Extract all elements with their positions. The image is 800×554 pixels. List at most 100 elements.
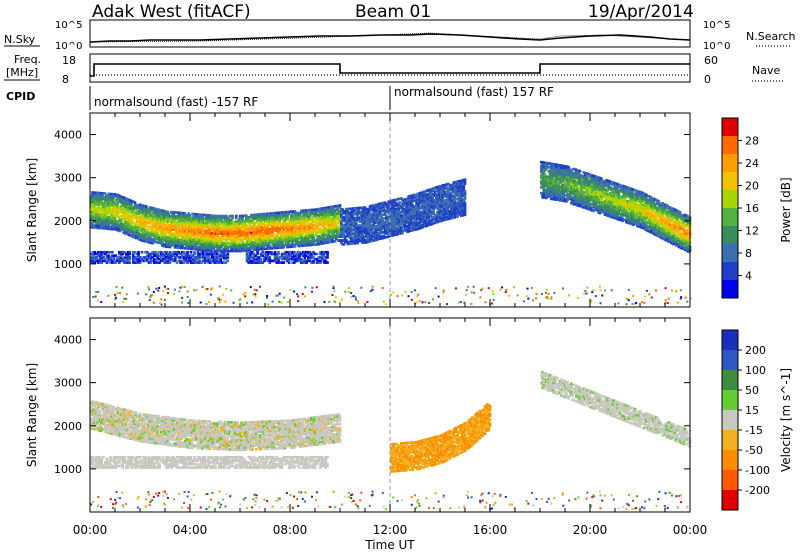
power-cell — [312, 239, 316, 243]
power-cell — [255, 221, 258, 224]
power-cell — [116, 220, 119, 224]
power-cell — [161, 240, 164, 244]
cpid-segment-1: normalsound (fast) -157 RF — [94, 95, 258, 109]
power-cell — [582, 171, 586, 174]
power-cell — [271, 225, 274, 229]
power-cell — [150, 239, 153, 243]
power-cell — [96, 218, 99, 222]
power-cell — [277, 215, 281, 218]
power-cell — [370, 224, 373, 227]
power-cell — [345, 227, 348, 230]
power-cell — [211, 220, 214, 223]
power-cell — [307, 238, 311, 241]
power-cell — [276, 223, 279, 226]
power-cell — [277, 232, 281, 236]
power-cell — [317, 229, 321, 232]
power-cell — [247, 247, 251, 250]
power-cell — [163, 215, 167, 219]
power-cell — [313, 220, 317, 223]
power-cell — [387, 235, 391, 238]
power-cell — [330, 217, 333, 220]
power-cell — [243, 220, 247, 223]
power-cell — [340, 214, 343, 217]
power-cell — [381, 227, 384, 230]
power-cell — [262, 234, 266, 237]
power-cell — [332, 228, 336, 232]
power-cell — [151, 228, 154, 231]
power-cell — [235, 243, 238, 247]
power-cell — [260, 224, 263, 228]
power-cell — [237, 241, 241, 245]
power-cell — [350, 240, 353, 243]
power-cell — [292, 237, 296, 240]
power-cell — [201, 215, 204, 219]
power-cell — [312, 243, 316, 247]
power-cell — [213, 249, 217, 253]
power-cell — [137, 212, 141, 216]
power-cell — [346, 207, 349, 211]
power-cell — [195, 213, 198, 216]
power-cell — [335, 224, 338, 227]
power-cell — [138, 217, 142, 220]
power-cell — [267, 212, 271, 215]
power-cell — [241, 237, 244, 241]
power-cell — [281, 238, 284, 241]
power-cell — [291, 227, 294, 231]
power-cell — [296, 213, 299, 217]
power-cell — [290, 220, 293, 223]
power-cell — [232, 241, 236, 245]
power-cell — [392, 228, 396, 231]
power-cell — [223, 234, 227, 237]
power-cell — [158, 228, 162, 231]
nsearch-label: N.Search — [746, 30, 796, 43]
power-cell — [221, 222, 224, 226]
power-cell — [575, 168, 578, 172]
power-cell — [387, 233, 391, 236]
power-cell — [315, 208, 318, 211]
power-cell — [215, 220, 218, 224]
power-cell — [150, 212, 153, 215]
power-cell — [375, 232, 378, 236]
power-cell — [335, 204, 338, 208]
power-cell — [252, 246, 256, 250]
power-cell — [386, 227, 389, 231]
power-cell — [362, 239, 366, 242]
power-cell — [268, 237, 272, 241]
power-cell — [232, 226, 236, 229]
power-cell — [160, 224, 163, 228]
power-cell — [120, 228, 123, 231]
power-cell — [251, 213, 254, 217]
power-cell — [120, 206, 123, 210]
power-cell — [277, 230, 281, 234]
power-cell — [156, 217, 159, 221]
power-cell — [240, 245, 243, 249]
power-cell — [283, 218, 287, 222]
power-cell — [118, 229, 122, 233]
power-cell — [216, 234, 219, 237]
power-cell — [123, 216, 127, 219]
power-cell — [311, 218, 314, 221]
power-cell — [356, 241, 359, 245]
power-cell — [351, 218, 354, 222]
power-cell — [332, 207, 336, 210]
nsky-panel: N.Sky 10^5 10^0 10^5 10^0 N.Search — [4, 19, 796, 52]
power-cell — [563, 194, 567, 197]
power-cell — [112, 224, 116, 227]
power-cell — [337, 217, 341, 221]
power-cell — [155, 229, 158, 232]
power-cell — [200, 219, 203, 222]
power-cell — [333, 216, 337, 220]
power-cell — [100, 207, 103, 211]
power-cell — [106, 196, 109, 199]
power-cell — [125, 199, 128, 203]
power-cell — [370, 206, 373, 210]
power-cell — [420, 206, 423, 210]
power-cell — [433, 221, 437, 225]
power-cell — [358, 227, 362, 231]
power-cell — [366, 217, 369, 221]
power-cell — [116, 201, 119, 205]
power-cell — [107, 223, 111, 227]
power-cell — [282, 228, 286, 232]
power-cell — [183, 246, 187, 250]
power-cell — [166, 229, 169, 233]
